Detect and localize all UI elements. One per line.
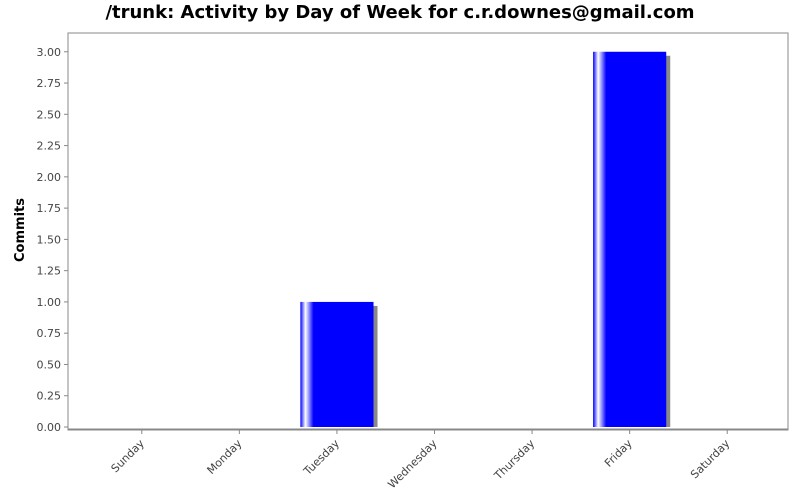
y-tick-label: 2.00 bbox=[37, 171, 62, 184]
x-tick-label: Saturday bbox=[688, 437, 733, 482]
bars bbox=[300, 51, 671, 428]
y-tick-label: 2.25 bbox=[37, 140, 62, 153]
x-axis: Sunday Monday Tuesday Wednesday Thursday Frid… bbox=[68, 428, 788, 492]
x-tick-label: Wednesday bbox=[385, 437, 440, 492]
y-tick-label: 1.50 bbox=[37, 233, 62, 246]
y-tick-label: 0.00 bbox=[37, 421, 62, 434]
y-tick-label: 1.75 bbox=[37, 202, 62, 215]
x-tick-label: Thursday bbox=[491, 437, 537, 483]
x-tick-label: Tuesday bbox=[300, 437, 342, 479]
y-tick-label: 1.00 bbox=[37, 296, 62, 309]
bar bbox=[300, 301, 374, 427]
y-tick-label: 1.25 bbox=[37, 265, 62, 278]
y-tick-label: 0.75 bbox=[37, 327, 62, 340]
y-tick-label: 2.75 bbox=[37, 77, 62, 90]
x-tick-label: Friday bbox=[602, 437, 635, 470]
y-tick-label: 0.25 bbox=[37, 390, 62, 403]
plot-area bbox=[67, 32, 789, 431]
y-tick-label: 3.00 bbox=[37, 46, 62, 59]
y-tick-label: 0.50 bbox=[37, 358, 62, 371]
bar bbox=[593, 51, 667, 428]
x-tick-label: Monday bbox=[205, 437, 245, 477]
x-tick-label: Sunday bbox=[109, 437, 148, 476]
y-axis: 0.00 0.25 0.50 0.75 1.00 1.25 1.50 1.75 2.00 2.25… bbox=[37, 46, 68, 434]
y-tick-label: 2.50 bbox=[37, 108, 62, 121]
chart-title: /trunk: Activity by Day of Week for c.r.… bbox=[105, 2, 695, 23]
y-axis-label: Commits bbox=[13, 198, 28, 262]
